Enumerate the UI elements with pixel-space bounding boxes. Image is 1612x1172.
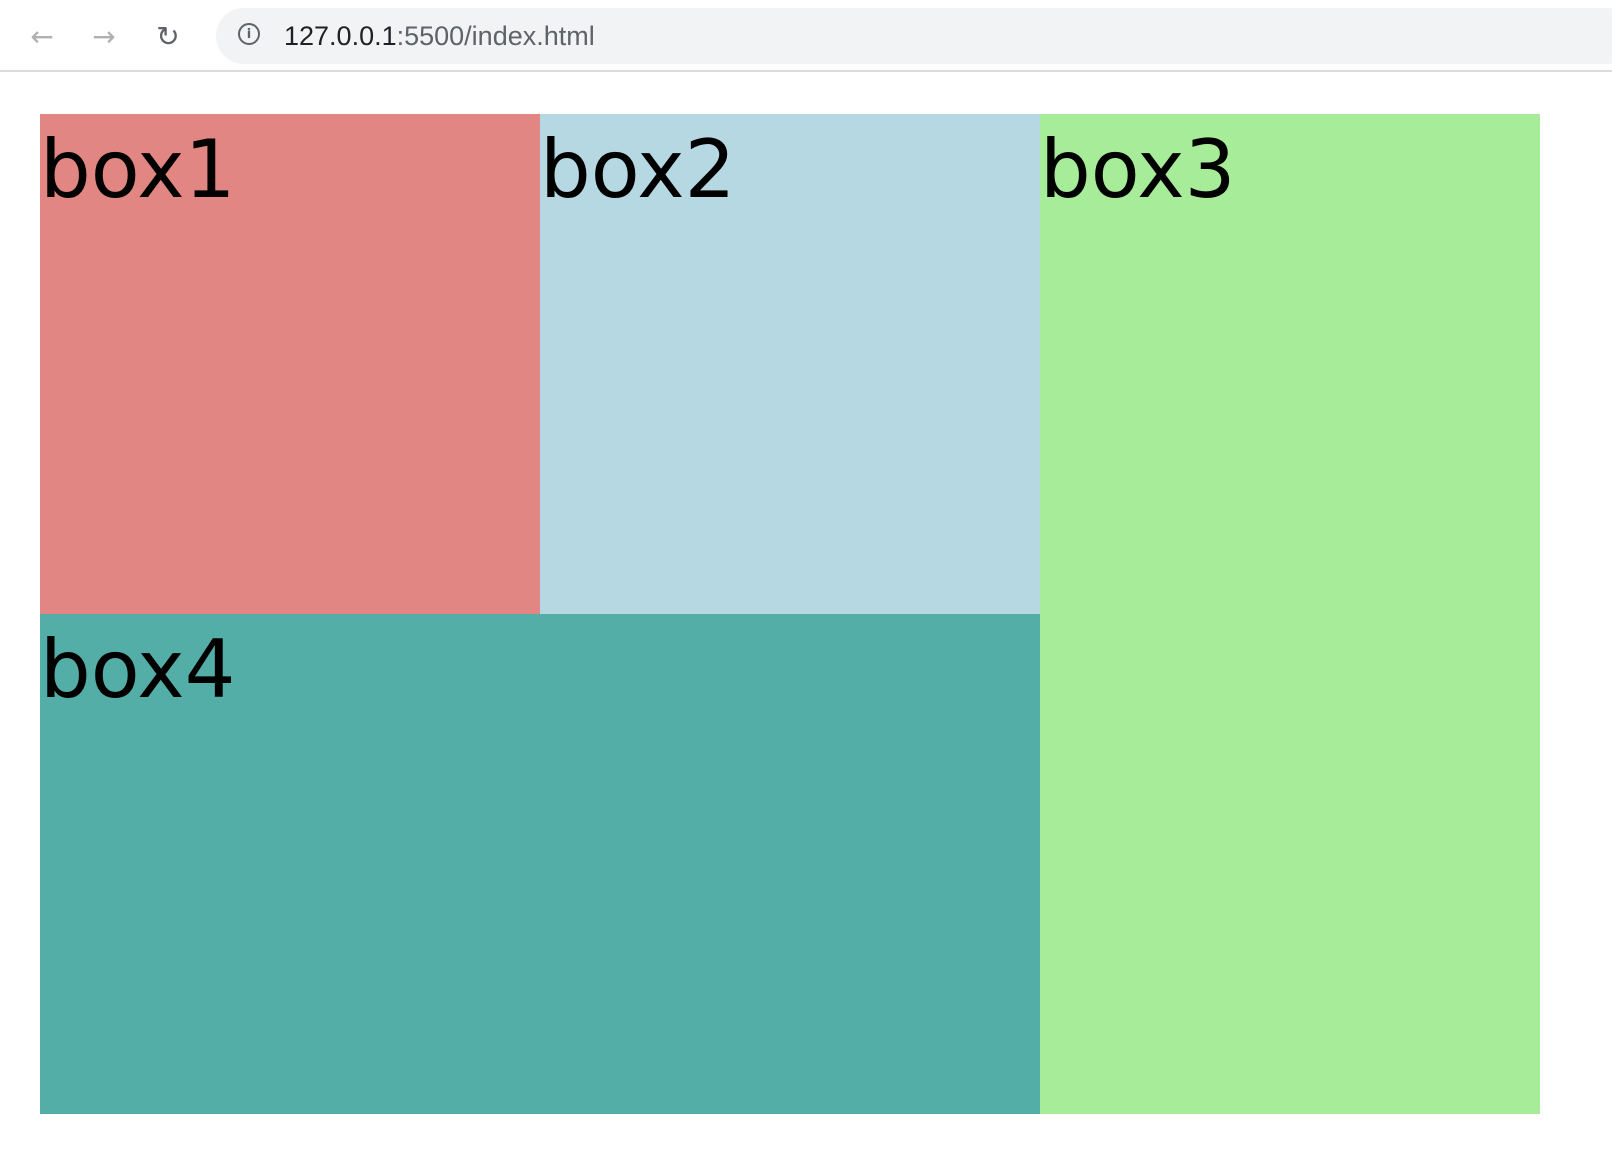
- address-bar[interactable]: i 127.0.0.1:5500/index.html: [216, 8, 1612, 64]
- box1-label: box1: [40, 123, 236, 216]
- box3: box3: [1040, 114, 1540, 1114]
- box4: box4: [40, 614, 1040, 1114]
- box1: box1: [40, 114, 540, 614]
- box4-label: box4: [40, 623, 236, 716]
- forward-arrow-icon[interactable]: →: [92, 19, 116, 53]
- info-icon[interactable]: i: [238, 23, 260, 45]
- box2-label: box2: [540, 123, 736, 216]
- box-grid: box1 box2 box3 box4: [40, 114, 1540, 1114]
- url-host: 127.0.0.1: [284, 21, 397, 51]
- box2: box2: [540, 114, 1040, 614]
- browser-toolbar: ← → ↻ i 127.0.0.1:5500/index.html: [0, 0, 1612, 72]
- back-arrow-icon[interactable]: ←: [30, 19, 54, 53]
- url-text[interactable]: 127.0.0.1:5500/index.html: [284, 21, 595, 52]
- reload-icon[interactable]: ↻: [156, 19, 180, 53]
- url-path: :5500/index.html: [396, 21, 595, 51]
- box3-label: box3: [1040, 123, 1236, 216]
